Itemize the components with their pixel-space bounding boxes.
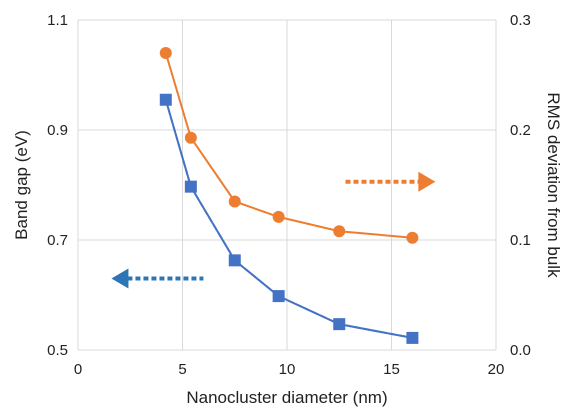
y-tick-label: 0.9 xyxy=(47,122,68,139)
data-point xyxy=(272,210,285,223)
data-point xyxy=(272,290,285,303)
data-point xyxy=(159,93,172,106)
data-point xyxy=(228,254,241,267)
data-point xyxy=(333,225,346,238)
x-tick-label: 15 xyxy=(383,361,400,378)
series-2-line xyxy=(164,52,413,239)
annotation-arrows xyxy=(111,171,436,289)
x-tick-label: 0 xyxy=(74,361,82,378)
data-point xyxy=(333,318,346,331)
x-tick-labels: 0 5 10 15 20 xyxy=(74,361,505,378)
x-tick-label: 20 xyxy=(488,361,505,378)
y2-tick-label: 0.3 xyxy=(510,12,531,29)
arrow-head xyxy=(418,171,436,192)
y-axis-title: Band gap (eV) xyxy=(12,130,31,240)
y2-tick-labels: 0.0 0.1 0.2 0.3 xyxy=(510,12,531,359)
data-point xyxy=(159,47,172,59)
data-point xyxy=(228,195,241,208)
y-tick-label: 1.1 xyxy=(47,12,68,29)
series-layer xyxy=(159,47,419,344)
annotation-arrow-right xyxy=(345,171,436,192)
gridlines xyxy=(77,19,497,351)
data-point xyxy=(406,331,419,344)
y-tick-label: 0.7 xyxy=(47,232,68,249)
x-tick-label: 10 xyxy=(279,361,296,378)
series-2 xyxy=(159,47,419,244)
y2-tick-label: 0.1 xyxy=(510,232,531,249)
y2-axis-title: RMS deviation from bulk xyxy=(544,92,563,278)
data-point xyxy=(184,131,197,144)
annotation-arrow-left xyxy=(111,268,204,289)
y2-tick-label: 0.0 xyxy=(510,342,531,359)
y-tick-labels: 0.5 0.7 0.9 1.1 xyxy=(47,12,68,359)
data-point xyxy=(406,231,419,244)
data-point xyxy=(184,180,197,193)
arrow-head xyxy=(111,268,129,289)
x-axis-title: Nanocluster diameter (nm) xyxy=(186,388,387,407)
x-tick-label: 5 xyxy=(178,361,186,378)
series-1 xyxy=(159,93,419,344)
y-tick-label: 0.5 xyxy=(47,342,68,359)
series-1-line xyxy=(164,99,413,339)
y2-tick-label: 0.2 xyxy=(510,122,531,139)
